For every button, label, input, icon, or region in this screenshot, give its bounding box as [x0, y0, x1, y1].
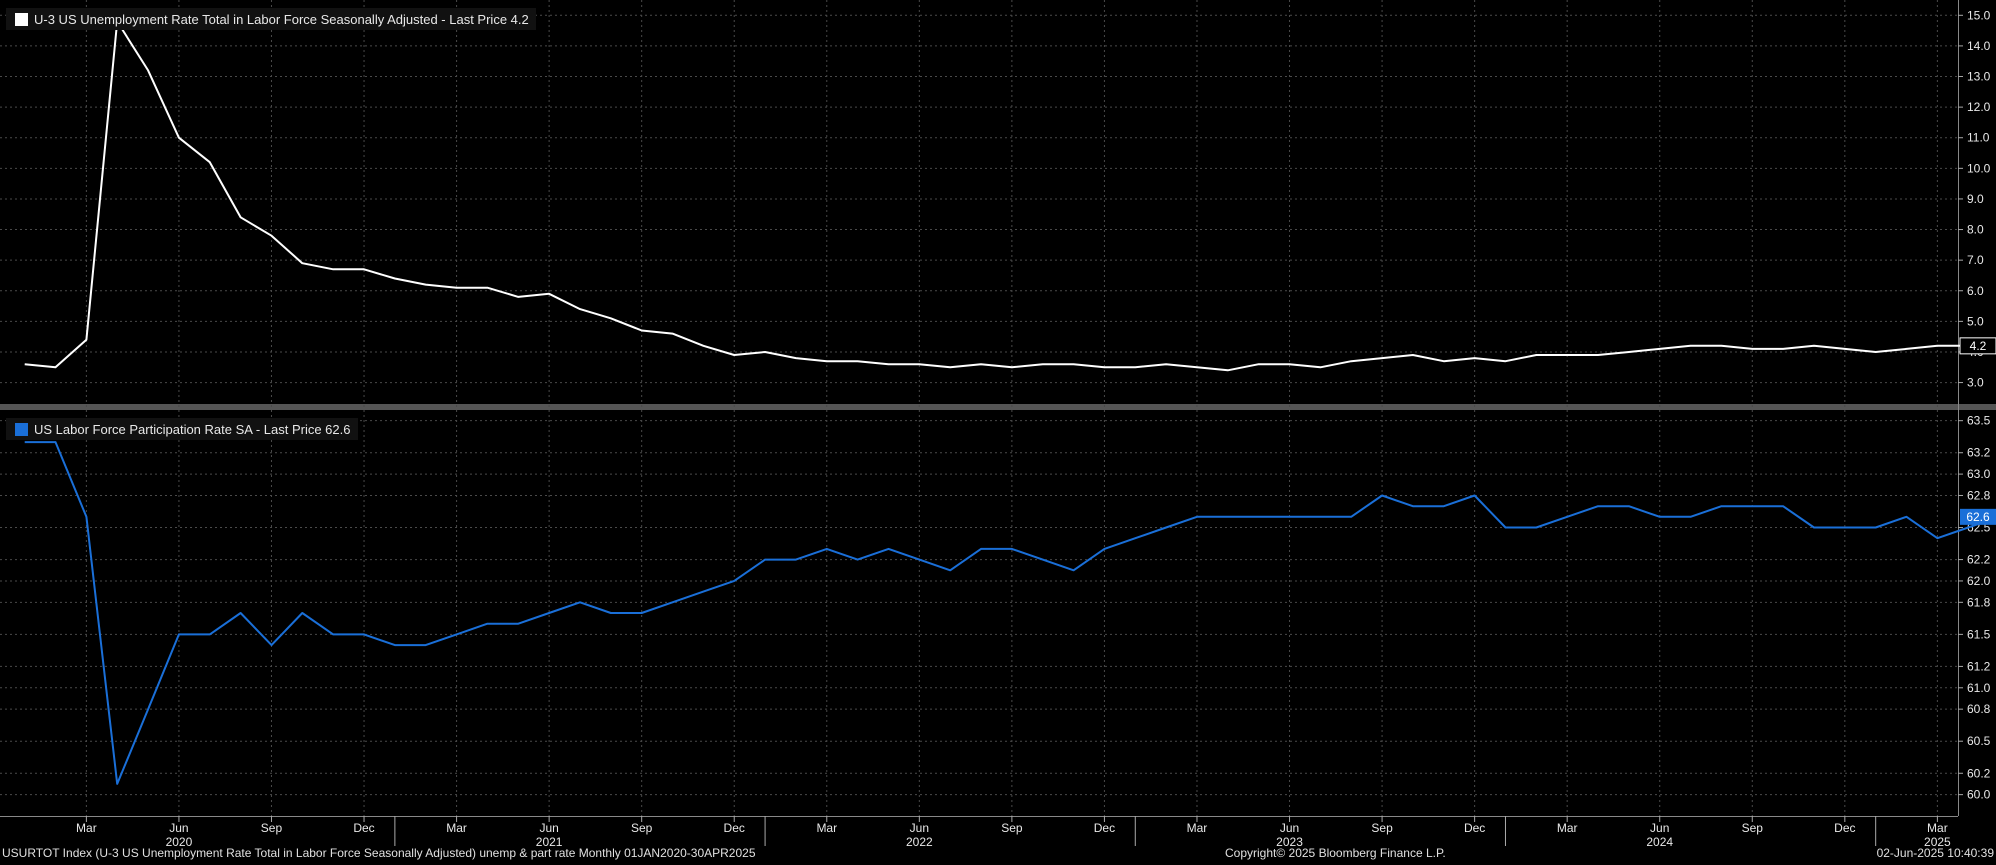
y-tick-label: 63.2 [1967, 446, 1991, 460]
y-tick-label: 13.0 [1967, 70, 1991, 84]
x-tick-label-month: Jun [1650, 821, 1669, 835]
x-tick-label-month: Dec [1834, 821, 1855, 835]
y-tick-label: 9.0 [1967, 192, 1984, 206]
x-tick-label-month: Sep [631, 821, 653, 835]
y-tick-label: 63.0 [1967, 467, 1991, 481]
x-tick-label-month: Jun [539, 821, 558, 835]
y-tick-label: 6.0 [1967, 284, 1984, 298]
x-tick-label-month: Mar [446, 821, 467, 835]
x-tick-label-month: Jun [1280, 821, 1299, 835]
y-tick-label: 8.0 [1967, 223, 1984, 237]
x-tick-label-month: Mar [1927, 821, 1948, 835]
x-tick-label-month: Jun [910, 821, 929, 835]
y-tick-label: 61.0 [1967, 681, 1991, 695]
x-tick-label-year: 2021 [536, 835, 563, 849]
x-tick-label-month: Sep [1371, 821, 1393, 835]
legend-unemployment-label: U-3 US Unemployment Rate Total in Labor … [34, 11, 529, 27]
legend-swatch-white [15, 12, 28, 26]
y-tick-label: 63.5 [1967, 414, 1991, 428]
y-tick-label: 3.0 [1967, 376, 1984, 390]
y-tick-label: 15.0 [1967, 8, 1991, 22]
y-tick-label: 60.2 [1967, 766, 1991, 780]
x-tick-label-month: Mar [816, 821, 837, 835]
x-tick-label-month: Mar [1557, 821, 1578, 835]
x-tick-label-year: 2025 [1924, 835, 1951, 849]
panel-separator [0, 404, 1996, 410]
x-tick-label-month: Dec [724, 821, 745, 835]
x-tick-label-month: Mar [1187, 821, 1208, 835]
y-tick-label: 60.8 [1967, 702, 1991, 716]
unemployment-rate-line [24, 20, 1969, 372]
y-tick-label: 62.8 [1967, 488, 1991, 502]
y-tick-label: 61.5 [1967, 627, 1991, 641]
y-tick-label: 61.2 [1967, 659, 1991, 673]
x-tick-label-month: Dec [1094, 821, 1115, 835]
last-price-tag: 4.2 [1959, 337, 1996, 355]
y-tick-label: 62.2 [1967, 553, 1991, 567]
legend-swatch-blue [15, 422, 28, 436]
footer-copyright: Copyright© 2025 Bloomberg Finance L.P. [1225, 846, 1446, 860]
y-tick-label: 60.5 [1967, 734, 1991, 748]
y-tick-label: 11.0 [1967, 131, 1990, 145]
x-tick-label-month: Dec [353, 821, 374, 835]
y-tick-label: 7.0 [1967, 253, 1984, 267]
legend-participation-label: US Labor Force Participation Rate SA - L… [34, 421, 351, 437]
x-tick-label-year: 2024 [1646, 835, 1673, 849]
y-tick-label: 61.8 [1967, 595, 1991, 609]
last-price-tag-bg [1959, 337, 1996, 355]
y-tick-label: 60.0 [1967, 788, 1991, 802]
y-tick-label: 12.0 [1967, 100, 1991, 114]
x-tick-label-year: 2022 [906, 835, 933, 849]
x-tick-label-year: 2020 [166, 835, 193, 849]
last-price-tag: 62.6 [1960, 508, 1996, 525]
x-tick-label-year: 2023 [1276, 835, 1303, 849]
y-tick-label: 10.0 [1967, 161, 1991, 175]
x-tick-label-month: Sep [261, 821, 283, 835]
x-tick-label-month: Dec [1464, 821, 1485, 835]
legend-unemployment[interactable]: U-3 US Unemployment Rate Total in Labor … [6, 8, 536, 30]
last-price-tag-label: 62.6 [1966, 510, 1990, 524]
x-tick-label-month: Sep [1742, 821, 1764, 835]
x-tick-label-month: Mar [76, 821, 97, 835]
y-tick-label: 14.0 [1967, 39, 1991, 53]
last-price-tag-bg [1960, 508, 1996, 525]
y-tick-label: 62.0 [1967, 574, 1991, 588]
legend-participation[interactable]: US Labor Force Participation Rate SA - L… [6, 418, 358, 440]
y-tick-label: 5.0 [1967, 314, 1984, 328]
footer-timestamp: 02-Jun-2025 10:40:39 [1876, 846, 1994, 860]
footer-security-description: USURTOT Index (U-3 US Unemployment Rate … [2, 846, 756, 860]
x-tick-label-month: Jun [169, 821, 188, 835]
participation-rate-line [24, 441, 1996, 785]
x-tick-label-month: Sep [1001, 821, 1023, 835]
last-price-tag-label: 4.2 [1970, 339, 1987, 353]
